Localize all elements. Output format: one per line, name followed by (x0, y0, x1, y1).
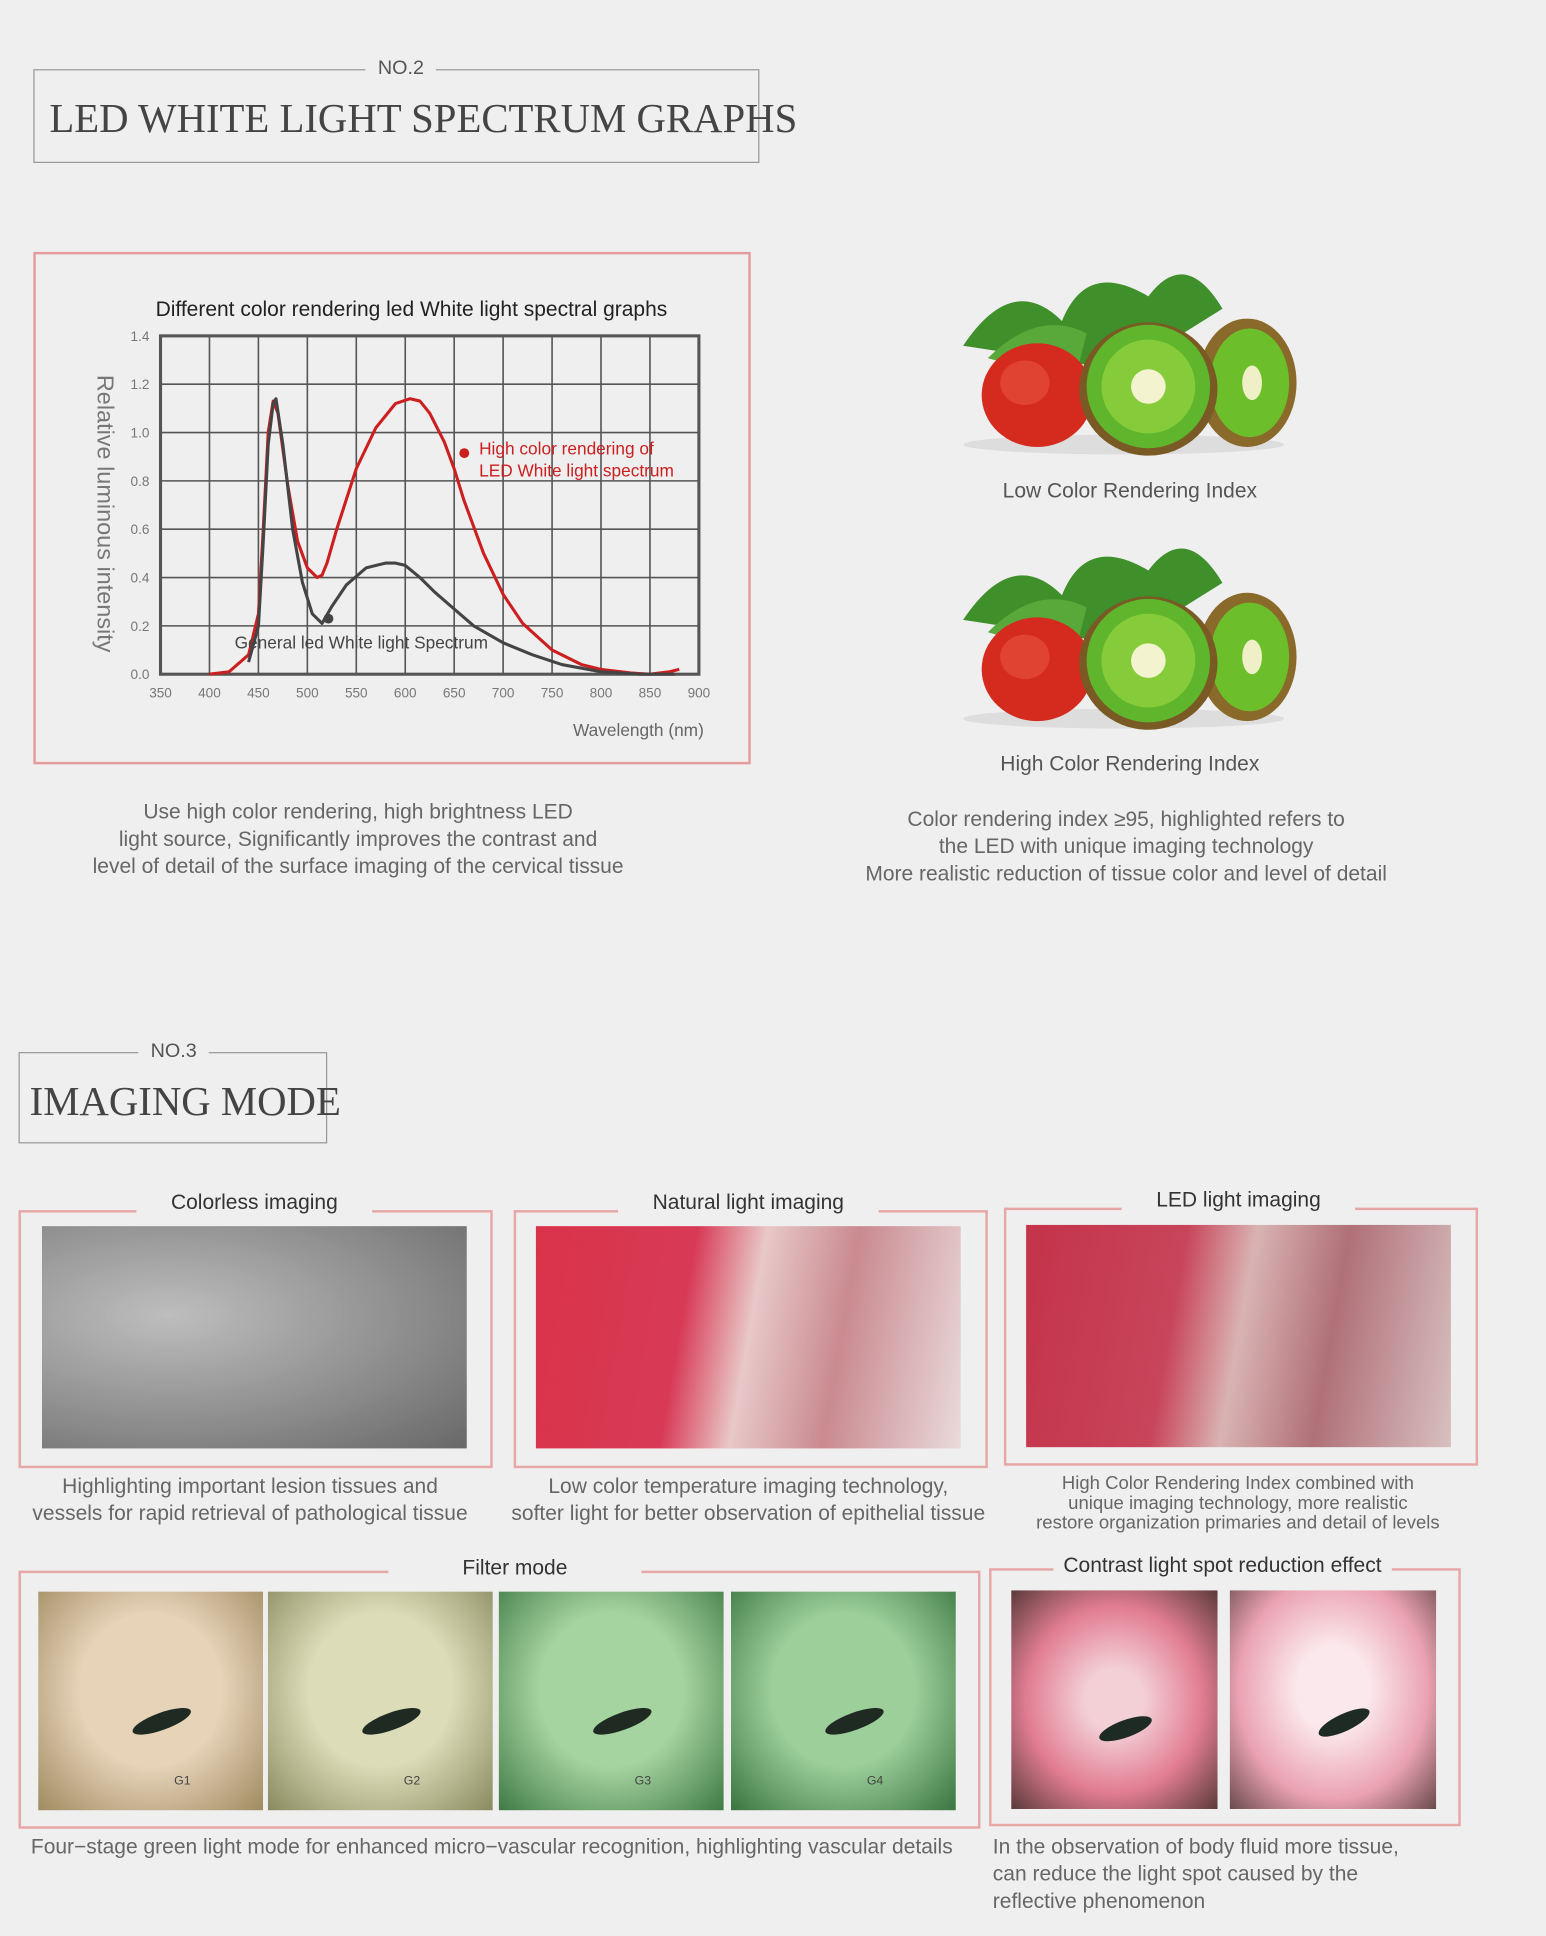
section-title-box: NO.2 LED WHITE LIGHT SPECTRUM GRAPHS (33, 58, 797, 163)
filter-stage-image: G4 (731, 1591, 956, 1811)
caption-line: Low color temperature imaging technology… (548, 1474, 949, 1498)
x-tick-label: 500 (296, 686, 319, 701)
contrast-caption: In the observation of body fluid more ti… (993, 1834, 1487, 1915)
colorless-image (41, 1226, 467, 1449)
y-tick-label: 0.6 (131, 522, 150, 537)
caption-line: level of detail of the surface imaging o… (92, 854, 624, 878)
plot-frame (158, 334, 701, 676)
filter-mode-label: Filter mode (388, 1555, 642, 1581)
mode-label: LED light imaging (1121, 1187, 1356, 1213)
x-axis-label: Wavelength (nm) (573, 720, 704, 740)
y-tick-label: 0.4 (131, 570, 150, 585)
general-annotation: General led White light Spectrum (235, 632, 488, 652)
y-axis-label: Relative luminous intensity (93, 375, 119, 653)
os-shape (822, 1702, 887, 1740)
caption-line: In the observation of body fluid more ti… (992, 1834, 1399, 1859)
caption-line: restore organization primaries and detai… (1036, 1512, 1440, 1534)
contrast-image-before (1011, 1590, 1218, 1809)
os-shape (359, 1702, 424, 1740)
natural-light-image (535, 1226, 961, 1449)
caption-line: Use high color rendering, high brightnes… (143, 800, 573, 824)
fruit-shape (1131, 643, 1166, 678)
series-line-general (247, 397, 675, 676)
filter-stage-image: G2 (267, 1591, 493, 1811)
low-cri-label: Low Color Rendering Index (1002, 479, 1258, 503)
fruit-image-low-cri (963, 274, 1297, 456)
y-tick-label: 0.2 (131, 619, 150, 634)
filter-stage-label: G2 (403, 1774, 421, 1788)
fruit-shape (1131, 369, 1166, 404)
caption-line: softer light for better observation of e… (511, 1501, 986, 1525)
y-tick-label: 0.0 (131, 667, 150, 682)
spectrum-chart-panel (33, 251, 751, 765)
mode-caption: High Color Rendering Index combined with… (1000, 1474, 1475, 1533)
filter-stage-label: G4 (866, 1774, 884, 1788)
chart-title: Different color rendering led White ligh… (156, 298, 668, 321)
mode-label: Colorless imaging (136, 1190, 373, 1216)
x-tick-label: 400 (198, 686, 221, 701)
caption-line: More realistic reduction of tissue color… (865, 861, 1387, 886)
filter-stage-label: G1 (174, 1774, 191, 1788)
fruit-shape (1000, 360, 1050, 406)
os-shape (129, 1702, 194, 1740)
section-title-box: NO.3 IMAGING MODE (18, 1040, 341, 1144)
fruit-shape (1242, 365, 1262, 401)
caption-line: High Color Rendering Index combined with (1061, 1473, 1414, 1495)
high-cri-marker (459, 448, 470, 459)
caption-line: Highlighting important lesion tissues an… (62, 1474, 438, 1498)
section2-caption: Use high color rendering, high brightnes… (49, 799, 666, 880)
filter-stage-label: G3 (634, 1774, 652, 1788)
caption-line: vessels for rapid retrieval of pathologi… (32, 1501, 468, 1525)
led-light-image (1026, 1224, 1451, 1448)
caption-line: light source, Significantly improves the… (118, 827, 598, 851)
caption-line: unique imaging technology, more realisti… (1068, 1492, 1408, 1514)
os-shape (590, 1702, 655, 1740)
y-tick-label: 1.0 (131, 425, 150, 440)
mode-caption: Low color temperature imaging technology… (494, 1473, 1003, 1527)
high-cri-annotation: High color rendering of (479, 438, 654, 458)
contrast-image-after (1229, 1590, 1437, 1809)
filter-stage-image: G3 (498, 1591, 724, 1811)
x-tick-label: 600 (394, 686, 417, 701)
caption-line: the LED with unique imaging technology (938, 834, 1314, 859)
x-tick-label: 450 (247, 686, 270, 701)
section-title: LED WHITE LIGHT SPECTRUM GRAPHS (49, 97, 798, 143)
spectrum-chart: Different color rendering led White ligh… (93, 298, 711, 740)
mode-label: Natural light imaging (618, 1190, 879, 1216)
x-tick-label: 800 (590, 686, 613, 701)
y-tick-label: 1.4 (131, 329, 150, 344)
fruit-image-high-cri (963, 548, 1297, 730)
fruit-shape (1000, 634, 1050, 680)
x-tick-label: 350 (149, 686, 172, 701)
x-tick-label: 850 (639, 686, 662, 701)
fruit-caption: Color rendering index ≥95, highlighted r… (817, 806, 1434, 887)
section-number: NO.2 (365, 58, 437, 81)
general-marker (323, 613, 334, 624)
x-tick-label: 900 (688, 686, 711, 701)
x-tick-label: 550 (345, 686, 368, 701)
x-tick-label: 650 (443, 686, 466, 701)
caption-line: can reduce the light spot caused by the (992, 1862, 1359, 1886)
caption-line: reflective phenomenon (992, 1889, 1206, 1913)
filter-caption: Four−stage green light mode for enhanced… (30, 1834, 953, 1859)
caption-line: Color rendering index ≥95, highlighted r… (907, 807, 1345, 832)
fruit-shape (1242, 639, 1262, 675)
filter-stage-image: G1 (38, 1591, 264, 1811)
y-tick-label: 1.2 (131, 377, 150, 392)
high-cri-annotation: LED White light spectrum (479, 461, 674, 481)
y-tick-label: 0.8 (131, 474, 150, 489)
contrast-label: Contrast light spot reduction effect (1053, 1553, 1392, 1579)
section-number: NO.3 (138, 1040, 210, 1064)
x-tick-label: 750 (541, 686, 564, 701)
x-tick-label: 700 (492, 686, 515, 701)
section-title: IMAGING MODE (29, 1080, 341, 1125)
high-cri-label: High Color Rendering Index (1000, 751, 1260, 776)
mode-caption: Highlighting important lesion tissues an… (12, 1473, 487, 1527)
